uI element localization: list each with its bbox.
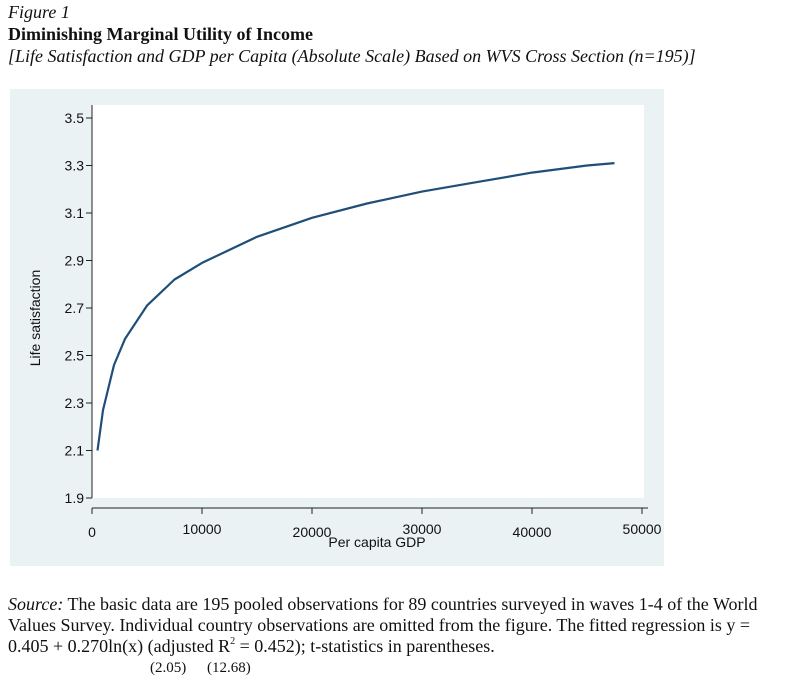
x-tick-label: 20000: [293, 524, 332, 540]
figure-title: Diminishing Marginal Utility of Income: [8, 24, 313, 44]
figure-label: Figure 1: [8, 2, 70, 22]
t-stat-slope: (12.68): [207, 660, 251, 676]
chart: 1.9 2.1 2.3 2.5 2.7 2.9 3.1 3.3 3.5 0 10000 20000 30…: [27, 105, 662, 550]
x-tick-label: 40000: [513, 524, 552, 540]
fitted-curve: [96, 162, 615, 451]
x-axis-title: Per capita GDP: [328, 534, 425, 550]
y-tick-label: 2.1: [65, 443, 85, 459]
y-tick-label: 2.5: [65, 348, 85, 364]
note-text-end: = 0.452); t-statistics in parentheses.: [235, 636, 495, 656]
y-tick-label: 3.5: [65, 110, 85, 126]
y-tick-label: 3.3: [65, 158, 85, 174]
plot-area: [92, 105, 644, 498]
t-stat-intercept: (2.05): [150, 660, 187, 676]
x-tick-label: 30000: [403, 521, 442, 537]
r-squared-superscript: 2: [230, 636, 236, 647]
y-tick-label: 2.3: [65, 395, 85, 411]
source-note: Source: The basic data are 195 pooled ob…: [8, 594, 794, 657]
y-tick-label: 1.9: [65, 490, 85, 506]
x-tick-label: 50000: [623, 521, 662, 537]
x-tick-label: 10000: [183, 521, 222, 537]
y-tick-label: 2.9: [65, 253, 85, 269]
y-tick-label: 2.7: [65, 300, 85, 316]
y-axis-title: Life satisfaction: [27, 270, 43, 367]
figure-subtitle: [Life Satisfaction and GDP per Capita (A…: [8, 46, 696, 66]
x-tick-label: 0: [88, 524, 96, 540]
y-tick-label: 3.1: [65, 205, 85, 221]
note-text: The basic data are 195 pooled observatio…: [8, 594, 758, 656]
source-label: Source:: [8, 594, 64, 614]
